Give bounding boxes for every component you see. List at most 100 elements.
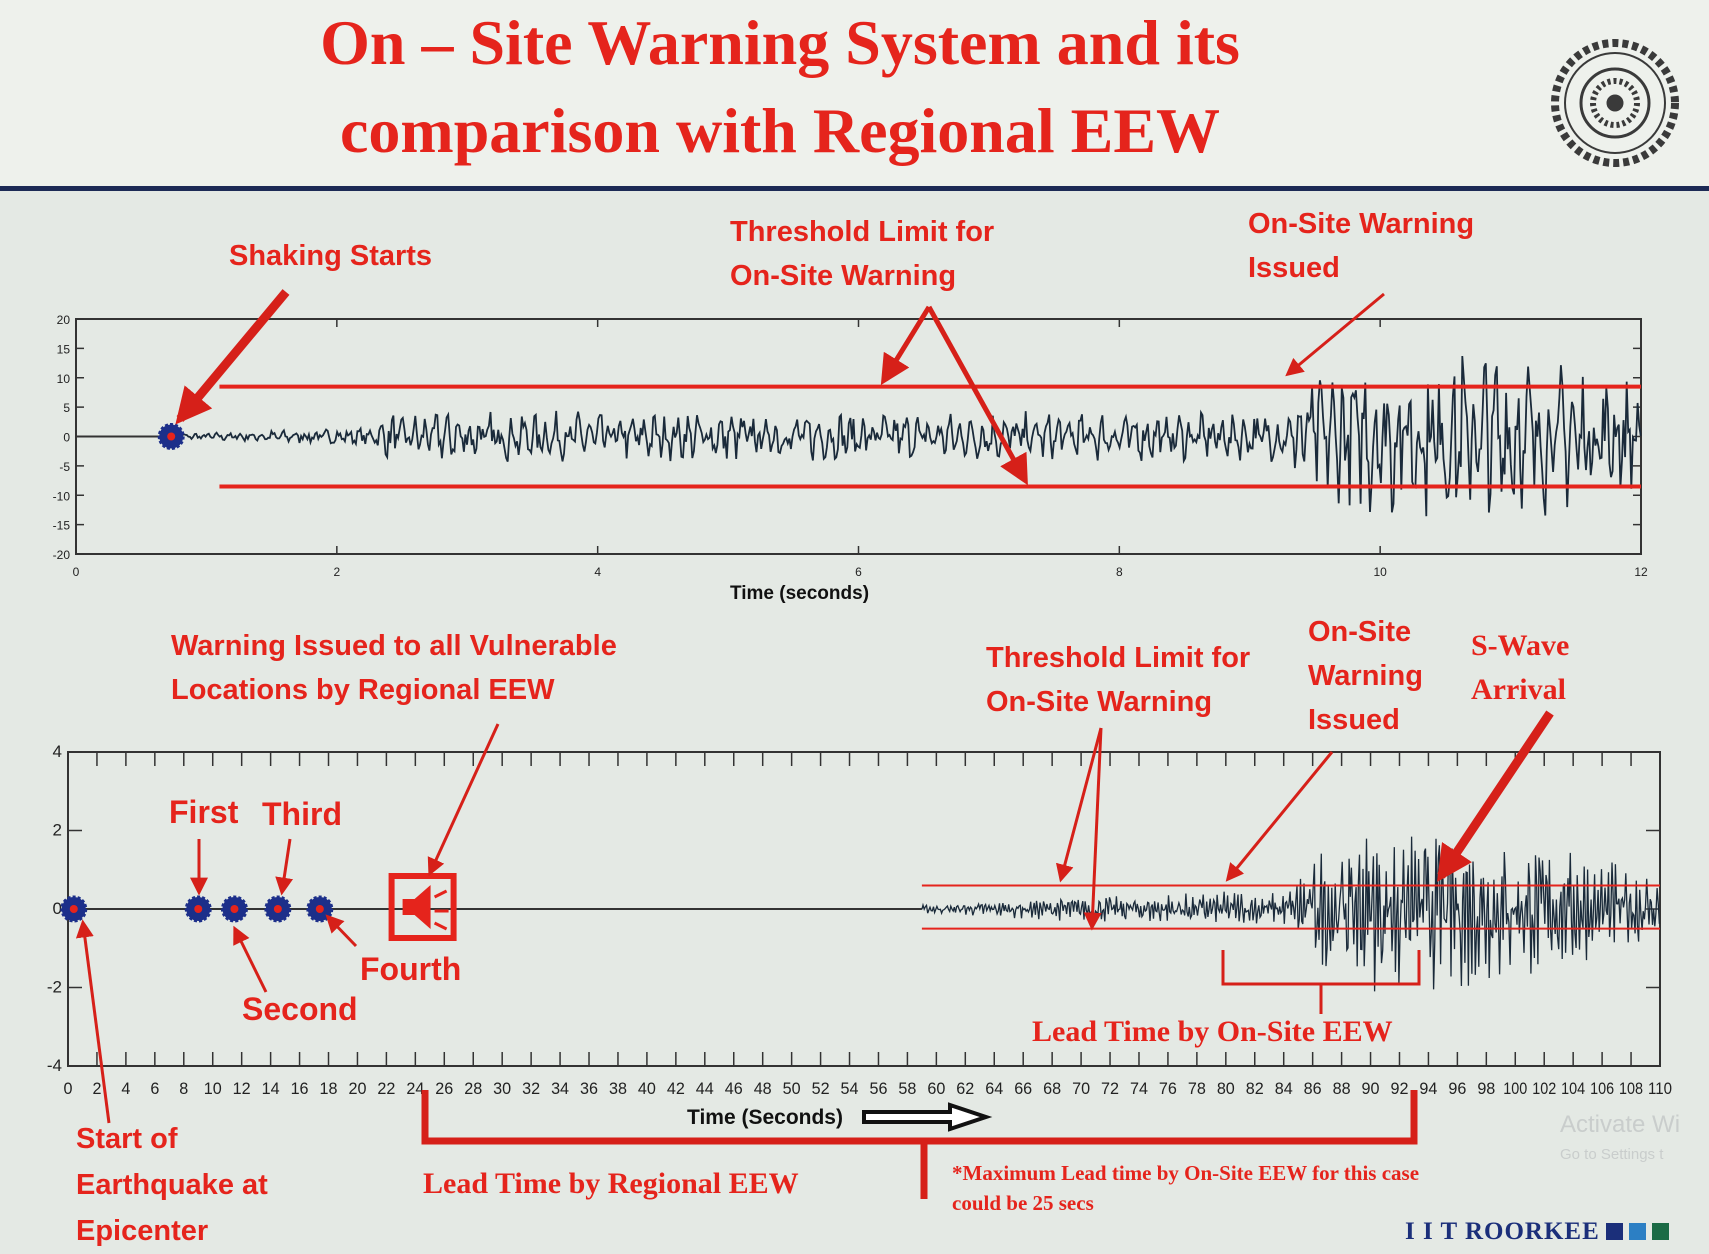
brand-square (1628, 1223, 1646, 1240)
y-tick-label: -4 (47, 1056, 62, 1075)
station-star-center (194, 905, 203, 913)
brand-square (1605, 1223, 1623, 1240)
x-tick-label: 38 (609, 1079, 627, 1098)
y-tick-label: 2 (53, 821, 62, 840)
line: could be 25 secs (952, 1191, 1094, 1215)
x-tick-label: 86 (1304, 1079, 1322, 1098)
label-shaking-starts: Shaking Starts (229, 240, 433, 272)
x-tick-label: 6 (150, 1079, 159, 1098)
x-tick-label: 18 (320, 1079, 338, 1098)
x-tick-label: 20 (348, 1079, 366, 1098)
y-tick-label: -2 (47, 978, 62, 997)
top-x-axis-label: Time (seconds) (730, 583, 870, 604)
station-star-center (167, 432, 176, 441)
x-tick-label: 58 (898, 1079, 916, 1098)
y-tick-label: 5 (63, 401, 70, 415)
arrow-second (233, 925, 268, 993)
speaker-alarm-icon (388, 873, 457, 941)
x-tick-label: 78 (1188, 1079, 1206, 1098)
bracket-lead-onsite (1221, 950, 1421, 1014)
line: Epicenter (76, 1215, 209, 1247)
y-tick-label: -5 (59, 460, 70, 474)
label-onsite-issued-top: On-Site Warning Issued (1248, 202, 1474, 290)
x-tick-label: 42 (667, 1079, 685, 1098)
top-seismogram-chart: 0 2 4 6 8 10 12 20 15 10 5 0 -5 -10 -15 -20 (53, 313, 1648, 579)
x-tick-label: 12 (233, 1079, 251, 1098)
x-tick-label: 2 (92, 1079, 101, 1098)
y-tick-label: -15 (53, 519, 71, 533)
y-tick-label: 0 (63, 431, 70, 445)
x-tick-label: 32 (522, 1079, 540, 1098)
bottom-x-axis-label: Time (Seconds) (687, 1106, 843, 1129)
x-tick-label: 0 (64, 1079, 73, 1098)
x-tick-label: 102 (1532, 1079, 1556, 1098)
line: Earthquake at (76, 1169, 268, 1201)
x-tick-label: 46 (725, 1079, 743, 1098)
x-tick-label: 82 (1246, 1079, 1264, 1098)
label-threshold-bottom: Threshold Limit for On-Site Warning (986, 636, 1250, 724)
x-tick-label: 52 (812, 1079, 830, 1098)
line: Activate Wi (1560, 1111, 1681, 1138)
x-tick-label: 36 (580, 1079, 598, 1098)
x-tick-label: 22 (377, 1079, 395, 1098)
line: On-Site Warning (730, 260, 957, 292)
x-tick-label: 8 (1116, 565, 1123, 579)
arrow-threshold-bottom-2 (1083, 727, 1103, 931)
x-tick-label: 30 (493, 1079, 511, 1098)
plot-frame (75, 318, 1642, 555)
x-tick-label: 4 (594, 565, 601, 579)
y-tick-label: 0 (53, 899, 62, 918)
x-tick-label: 98 (1477, 1079, 1495, 1098)
arrow-fourth (325, 914, 358, 948)
x-tick-label: 84 (1275, 1079, 1293, 1098)
x-tick-label: 48 (754, 1079, 772, 1098)
speaker-waves (433, 889, 449, 931)
y-tick-label: 4 (53, 742, 62, 761)
line: *Maximum Lead time by On-Site EEW for th… (952, 1161, 1420, 1185)
x-tick-label: 40 (638, 1079, 656, 1098)
x-tick-label: 24 (406, 1079, 424, 1098)
arrow-onsite-issued-top (1285, 292, 1385, 377)
x-tick-label: 0 (73, 565, 80, 579)
line: Threshold Limit for (986, 642, 1251, 674)
x-tick-label: 96 (1448, 1079, 1466, 1098)
line: Warning Issued to all Vulnerable (171, 630, 617, 662)
slide-title-line1: On – Site Warning System and its (320, 7, 1240, 78)
x-tick-label: 64 (985, 1079, 1003, 1098)
station-star-center (230, 905, 239, 913)
x-tick-label: 90 (1362, 1079, 1380, 1098)
label-lead-time-onsite: Lead Time by On-Site EEW (1032, 1015, 1393, 1048)
arrow-third (275, 838, 294, 896)
x-tick-label: 60 (927, 1079, 945, 1098)
x-tick-label: 56 (869, 1079, 887, 1098)
x-tick-label: 94 (1419, 1079, 1437, 1098)
arrow-regional-warning (427, 723, 500, 877)
x-tick-label: 66 (1014, 1079, 1032, 1098)
station-star-center (273, 905, 282, 913)
time-direction-arrow-icon (862, 1102, 993, 1132)
x-tick-label: 70 (1072, 1079, 1090, 1098)
label-fourth: Fourth (360, 951, 462, 987)
iit-roorkee-logo (1551, 39, 1679, 167)
brand-text: I I T ROORKEE (1405, 1218, 1600, 1245)
x-tick-label: 8 (179, 1079, 188, 1098)
x-tick-label: 28 (464, 1079, 482, 1098)
activate-windows-watermark: Activate Wi Go to Settings t (1560, 1110, 1680, 1170)
arrow-s-wave (1436, 710, 1554, 882)
x-tick-label: 80 (1217, 1079, 1235, 1098)
x-tick-label: 2 (333, 565, 340, 579)
x-tick-label: 6 (855, 565, 862, 579)
seismogram-trace (921, 836, 1661, 992)
x-tick-label: 72 (1101, 1079, 1119, 1098)
x-tick-label: 26 (435, 1079, 453, 1098)
footnote: *Maximum Lead time by On-Site EEW for th… (952, 1158, 1419, 1218)
x-tick-label: 100 (1503, 1079, 1527, 1098)
arrow-onsite-issued-bottom (1225, 751, 1334, 882)
line: Start of (76, 1123, 178, 1155)
line: Issued (1248, 252, 1340, 284)
x-tick-label: 68 (1043, 1079, 1061, 1098)
label-start-of-earthquake: Start of Earthquake at Epicenter (76, 1116, 268, 1254)
x-tick-label: 4 (121, 1079, 130, 1098)
arrow-threshold-bottom-1 (1055, 727, 1103, 883)
